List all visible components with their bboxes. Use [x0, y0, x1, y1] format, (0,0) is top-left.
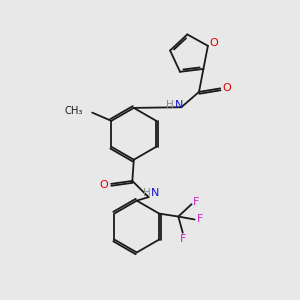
Text: O: O [209, 38, 218, 49]
Text: H: H [166, 100, 174, 110]
Text: N: N [175, 100, 183, 110]
Text: F: F [180, 234, 187, 244]
Text: CH₃: CH₃ [64, 106, 83, 116]
Text: O: O [222, 83, 231, 93]
Text: F: F [196, 214, 203, 224]
Text: F: F [193, 197, 199, 207]
Text: O: O [100, 180, 108, 190]
Text: N: N [151, 188, 159, 198]
Text: H: H [143, 188, 151, 198]
